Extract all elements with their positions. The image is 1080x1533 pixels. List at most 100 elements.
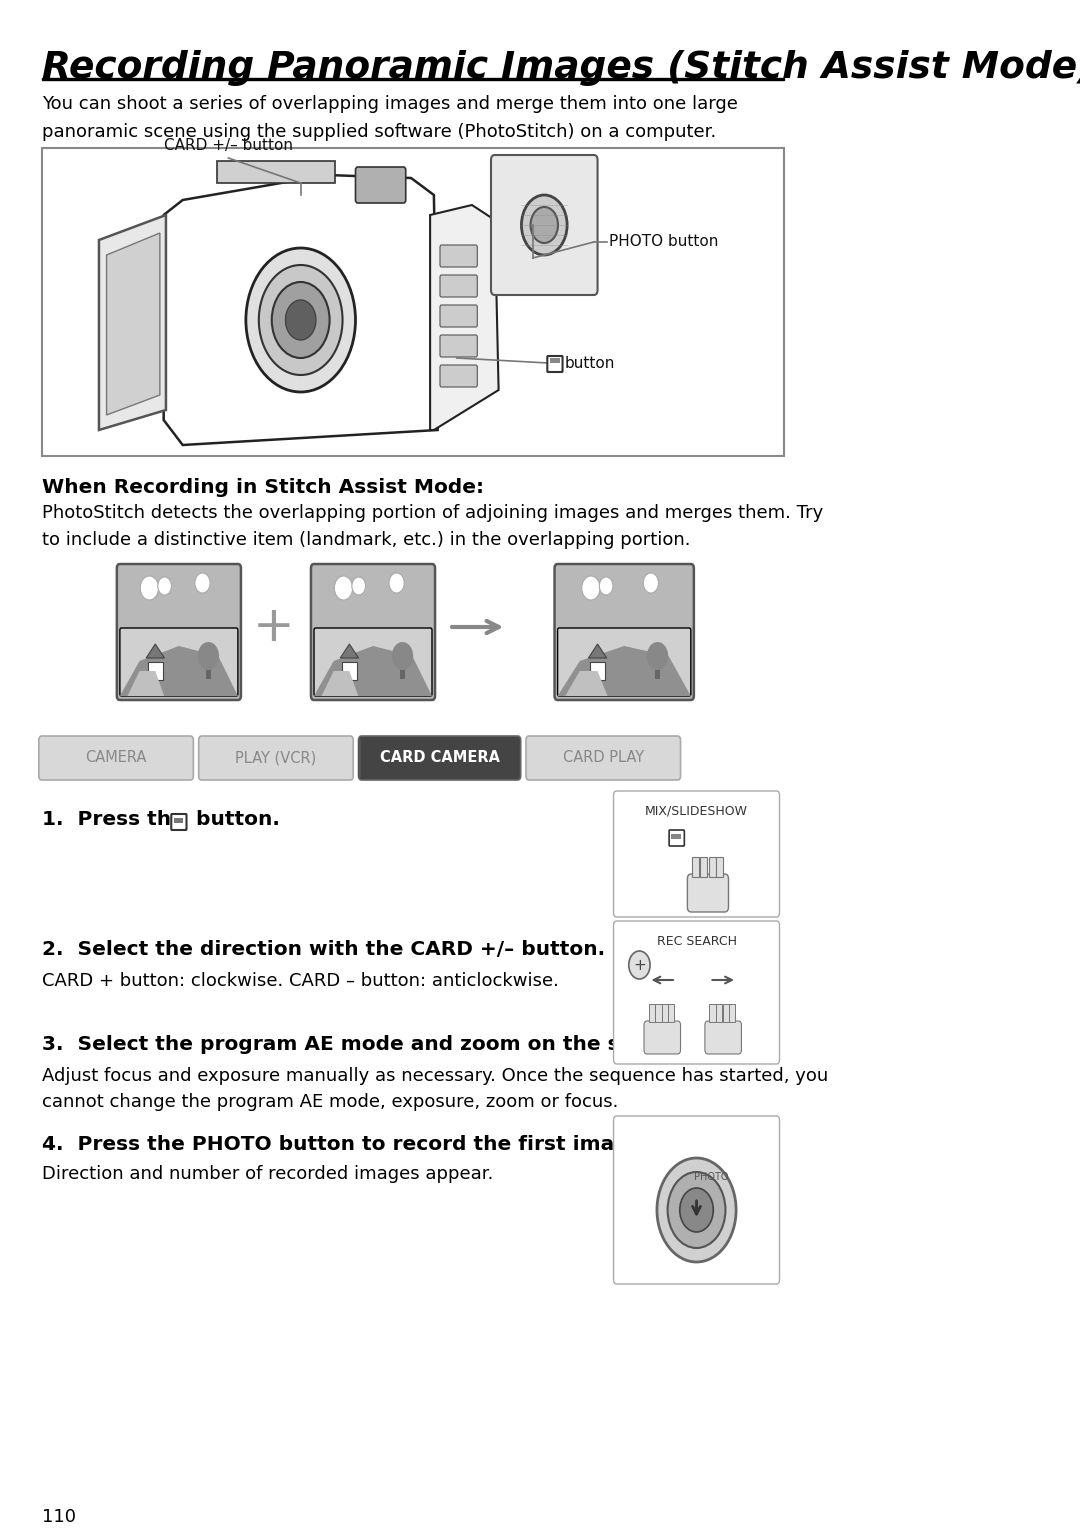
FancyBboxPatch shape <box>39 736 193 780</box>
FancyBboxPatch shape <box>440 305 477 327</box>
Polygon shape <box>340 644 359 658</box>
Circle shape <box>644 573 659 593</box>
Circle shape <box>335 576 353 599</box>
FancyBboxPatch shape <box>613 791 780 917</box>
Bar <box>708 857 716 877</box>
FancyBboxPatch shape <box>440 365 477 386</box>
Text: +: + <box>253 602 295 652</box>
Circle shape <box>657 1157 737 1262</box>
Circle shape <box>272 282 329 359</box>
Circle shape <box>522 195 567 254</box>
Text: +: + <box>633 958 646 972</box>
Bar <box>662 1004 669 1023</box>
FancyBboxPatch shape <box>440 274 477 297</box>
FancyBboxPatch shape <box>117 564 241 701</box>
Bar <box>341 662 357 681</box>
Bar <box>42 78 784 80</box>
FancyBboxPatch shape <box>311 564 435 701</box>
Bar <box>710 1004 716 1023</box>
Circle shape <box>647 642 669 670</box>
Bar <box>692 857 699 877</box>
Bar <box>700 857 707 877</box>
Polygon shape <box>146 644 164 658</box>
Polygon shape <box>565 671 608 696</box>
Circle shape <box>530 207 558 244</box>
Polygon shape <box>107 233 160 415</box>
Bar <box>724 1004 729 1023</box>
FancyBboxPatch shape <box>355 167 406 202</box>
Bar <box>590 662 605 681</box>
Text: CAMERA: CAMERA <box>85 751 147 765</box>
FancyBboxPatch shape <box>644 1021 680 1055</box>
Text: CARD + button: clockwise. CARD – button: anticlockwise.: CARD + button: clockwise. CARD – button:… <box>42 972 558 990</box>
Text: button.: button. <box>189 809 280 829</box>
FancyBboxPatch shape <box>440 336 477 357</box>
Polygon shape <box>430 205 499 429</box>
Circle shape <box>259 265 342 376</box>
Circle shape <box>140 576 159 599</box>
FancyBboxPatch shape <box>314 629 432 696</box>
Text: You can shoot a series of overlapping images and merge them into one large
panor: You can shoot a series of overlapping im… <box>42 95 738 141</box>
FancyBboxPatch shape <box>687 874 729 912</box>
FancyBboxPatch shape <box>554 564 693 701</box>
Text: 4.  Press the PHOTO button to record the first image.: 4. Press the PHOTO button to record the … <box>42 1134 650 1154</box>
FancyBboxPatch shape <box>670 829 685 846</box>
Text: 2.  Select the direction with the CARD +/– button.: 2. Select the direction with the CARD +/… <box>42 940 605 960</box>
Text: 1.  Press the: 1. Press the <box>42 809 192 829</box>
Bar <box>550 359 561 363</box>
Circle shape <box>285 300 316 340</box>
Polygon shape <box>120 645 238 696</box>
Bar <box>672 834 680 839</box>
FancyBboxPatch shape <box>613 921 780 1064</box>
Circle shape <box>198 642 219 670</box>
Bar <box>174 819 183 823</box>
Text: MIX/SLIDESHOW: MIX/SLIDESHOW <box>645 805 748 819</box>
Circle shape <box>352 576 365 595</box>
FancyBboxPatch shape <box>199 736 353 780</box>
Circle shape <box>679 1188 713 1233</box>
Circle shape <box>582 576 600 599</box>
Circle shape <box>599 576 613 595</box>
Bar <box>217 161 335 182</box>
Text: PLAY (VCR): PLAY (VCR) <box>235 751 316 765</box>
Bar <box>716 857 724 877</box>
Circle shape <box>392 642 414 670</box>
Bar <box>42 149 784 455</box>
Polygon shape <box>314 645 432 696</box>
Text: Direction and number of recorded images appear.: Direction and number of recorded images … <box>42 1165 494 1183</box>
Circle shape <box>158 576 172 595</box>
Text: CARD CAMERA: CARD CAMERA <box>379 751 500 765</box>
FancyBboxPatch shape <box>548 356 563 373</box>
Bar <box>401 658 405 679</box>
Bar <box>729 1004 735 1023</box>
Circle shape <box>246 248 355 392</box>
Text: button: button <box>565 357 616 371</box>
Text: PHOTO: PHOTO <box>694 1173 729 1182</box>
Text: When Recording in Stitch Assist Mode:: When Recording in Stitch Assist Mode: <box>42 478 484 497</box>
Text: CARD PLAY: CARD PLAY <box>563 751 644 765</box>
Bar <box>206 658 211 679</box>
Polygon shape <box>322 671 359 696</box>
Text: CARD +/– button: CARD +/– button <box>164 138 293 153</box>
Circle shape <box>667 1173 726 1248</box>
Circle shape <box>194 573 211 593</box>
Text: 110: 110 <box>42 1508 76 1525</box>
FancyBboxPatch shape <box>705 1021 742 1055</box>
Circle shape <box>629 950 650 980</box>
Text: Recording Panoramic Images (Stitch Assist Mode): Recording Panoramic Images (Stitch Assis… <box>42 51 1080 86</box>
Bar <box>649 1004 654 1023</box>
FancyBboxPatch shape <box>526 736 680 780</box>
Bar <box>148 662 163 681</box>
FancyBboxPatch shape <box>557 629 691 696</box>
Text: Adjust focus and exposure manually as necessary. Once the sequence has started, : Adjust focus and exposure manually as ne… <box>42 1067 828 1111</box>
Polygon shape <box>127 671 164 696</box>
FancyBboxPatch shape <box>613 1116 780 1285</box>
FancyBboxPatch shape <box>440 245 477 267</box>
Polygon shape <box>557 645 691 696</box>
Bar <box>656 1004 662 1023</box>
Text: 3.  Select the program AE mode and zoom on the subject.: 3. Select the program AE mode and zoom o… <box>42 1035 699 1055</box>
FancyBboxPatch shape <box>120 629 238 696</box>
Polygon shape <box>164 175 437 445</box>
FancyBboxPatch shape <box>491 155 597 294</box>
Text: PhotoStitch detects the overlapping portion of adjoining images and merges them.: PhotoStitch detects the overlapping port… <box>42 504 823 549</box>
